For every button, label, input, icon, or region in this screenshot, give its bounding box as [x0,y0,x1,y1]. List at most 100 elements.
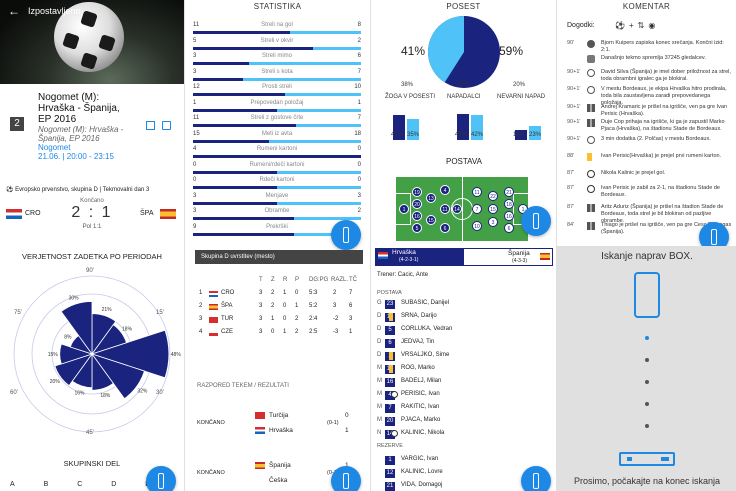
player-position: D [377,339,382,345]
pitch-player-home[interactable]: 15 [426,215,436,225]
event-text: Bjorn Kuipers zapiska konec srečanja. Ko… [601,40,724,53]
pitch-player-home[interactable]: 5 [412,223,422,233]
stat-bar-home [193,93,285,96]
player-row[interactable]: D2VRSALJKO, Sime [377,352,553,364]
plus-filter-icon[interactable]: + [628,21,638,30]
match-title: Nogomet (M): Hrvaška - Španija, EP 2016 [38,92,120,125]
pitch-player-home[interactable]: 11 [440,204,450,214]
pitch-player-away[interactable]: 10 [472,221,482,231]
player-name: KALINIC, Nikola [401,430,445,436]
player-row[interactable]: N 14 KALINIC, Nikola [377,430,553,442]
pitch-player-away[interactable]: 21 [504,187,514,197]
bar-away [529,126,541,140]
pitch-player-home[interactable]: 4 [440,185,450,195]
yellow-icon [587,153,592,161]
pitch-player-home[interactable]: 16 [412,211,422,221]
stat-away-value: 7 [357,115,361,121]
back-arrow-icon[interactable]: ← [8,4,20,18]
stat-row: 5 Streli v okvir 2 [193,38,361,52]
shot-icon [587,69,595,77]
pitch-player-away[interactable]: 6 [504,223,514,233]
group-tab-c[interactable]: C [77,481,83,488]
reserve-row[interactable]: 12 KALINIC, Lovre [377,469,553,481]
eye-filter-icon[interactable]: ◉ [648,21,660,30]
pitch-player-away[interactable]: 15 [488,204,498,214]
player-row[interactable]: M15ROG, Marko [377,365,553,377]
pitch-player-away[interactable]: 18 [504,199,514,209]
player-name: JEDVAJ, Tin [401,339,435,345]
event-text: Thiago je prišel na igrišče, ven pa gre … [601,222,732,235]
sport-link[interactable]: Nogomet 21.06. | 20:00 - 23:15 [38,143,114,161]
pitch-player-away[interactable]: 11 [472,187,482,197]
possession-pie [428,16,500,88]
remote-fab-button[interactable] [331,466,361,491]
player-row[interactable]: M 16 BADELJ, Milan [377,378,553,390]
pitch-player-home[interactable]: 20 [412,199,422,209]
radar-sector [90,329,170,379]
row-cell: 0 [271,329,275,335]
player-row[interactable]: D 5 CORLUKA, Vedran [377,326,553,338]
match-overview-panel: ← Izpostavljeno Nogomet (M): Hrvaška - Š… [0,0,184,491]
player-row[interactable]: G 23 SUBASIC, Danijel [377,300,553,312]
group-tab-a[interactable]: A [10,481,15,488]
remote-fab-button[interactable] [331,220,361,250]
pitch-player-home[interactable]: 13 [426,193,436,203]
top-app-bar: ← Izpostavljeno [0,0,184,22]
possession-bar-group: 41% 35% [391,104,423,140]
table-row[interactable]: 4 CZE 3 0 1 2 2:5 -3 1 [199,329,359,340]
pitch-player-away[interactable]: 3 [488,217,498,227]
pitch-player-home[interactable]: 14 [452,204,462,214]
stat-row: 3 Streli mimo 6 [193,53,361,67]
remote-fab-button[interactable] [521,206,551,236]
stat-label: Streli na gol [261,22,293,28]
table-row[interactable]: 3 TUR 3 1 0 2 2:4 -2 3 [199,316,359,327]
player-position: D [377,352,382,358]
reserve-row[interactable]: 21 VIDA, Domagoj [377,482,553,491]
progress-dot [645,402,649,406]
stat-bar-home [193,108,277,112]
player-row[interactable]: D11SRNA, Darijo [377,313,553,325]
player-row[interactable]: M 4 PERISIC, Ivan [377,391,553,403]
group-tab-d[interactable]: D [111,481,117,488]
player-position: M [377,404,382,410]
ball-filter-icon[interactable]: ⚽ [615,21,629,30]
player-row[interactable]: D 6 JEDVAJ, Tin [377,339,553,351]
row-cell: 3 [349,316,353,322]
remote-fab-button[interactable] [521,466,551,491]
player-number: 1 [385,456,395,465]
home-team-tab[interactable]: Hrvaška (4-2-3-1) [375,248,463,266]
match-result-1[interactable]: KONČANO Turčija Hrvaška (0-1) 0 1 [197,412,349,434]
group-tab-b[interactable]: B [43,481,49,488]
swap-filter-icon[interactable]: ⇅ [637,21,649,30]
away-team-tab[interactable]: Španija (4-3-3) [463,248,553,266]
player-position: M [377,417,382,423]
player-row[interactable]: M 20 PJACA, Marko [377,417,553,429]
player-row[interactable]: M 7 RAKITIC, Ivan [377,404,553,416]
filter-icons[interactable]: ⚽+⇅◉ [615,21,659,30]
whistle-icon [587,40,595,48]
radar-sector-label: 18% [122,327,133,333]
remote-fab-button[interactable] [146,466,176,491]
pitch-player-home[interactable]: 1 [399,204,409,214]
stat-label: Streli s kota [261,68,293,75]
pitch-player-away[interactable]: 7 [472,204,482,214]
pitch-player-home[interactable]: 19 [412,187,422,197]
player-name: PERISIC, Ivan [401,391,440,397]
row-cell: 1 [283,290,287,296]
sub-icon [587,104,595,112]
table-row[interactable]: 2 ŠPA 3 2 0 1 5:2 3 6 [199,303,359,314]
pitch-player-home[interactable]: 6 [440,223,450,233]
pitch-player-away[interactable]: 16 [504,211,514,221]
stat-bar [193,77,361,81]
stat-home-value: 15 [193,130,200,137]
share-icon[interactable] [146,121,155,130]
bar-home [393,115,405,140]
reserve-row[interactable]: 1 VARGIC, Ivan [377,456,553,468]
row-cell: 3 [259,290,263,296]
player-position: M [377,391,382,397]
table-row[interactable]: 1 CRO 3 2 1 0 5:3 2 7 [199,290,359,301]
sub-icon [587,119,595,127]
bookmark-icon[interactable] [162,121,171,130]
attackers-value: 32% [457,82,470,88]
pitch-player-away[interactable]: 22 [488,191,498,201]
